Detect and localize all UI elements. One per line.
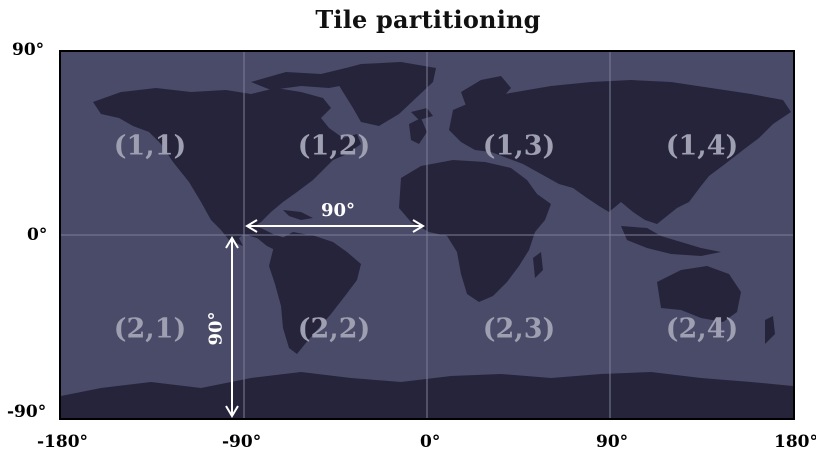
tile-label-2-3: (2,3) <box>482 313 556 345</box>
vertical-arrowhead-bottom <box>225 405 239 418</box>
tile-label-1-4: (1,4) <box>665 130 739 162</box>
y-tick-minus-90: -90° <box>7 402 47 422</box>
africa <box>399 160 551 302</box>
tile-grid <box>61 52 793 418</box>
y-tick-90: 90° <box>12 40 45 60</box>
tile-label-2-1: (2,1) <box>113 313 187 345</box>
japan <box>699 136 717 168</box>
x-tick-180: 180° <box>774 432 816 452</box>
span-arrows <box>225 219 425 418</box>
tile-label-1-3: (1,3) <box>482 130 556 162</box>
madagascar <box>533 252 543 278</box>
x-tick-90: 90° <box>596 432 629 452</box>
tile-label-2-4: (2,4) <box>665 313 739 345</box>
eurasia <box>449 80 791 224</box>
horizontal-arrowhead-right <box>412 219 425 233</box>
vertical-arrowhead-top <box>225 236 239 249</box>
british-isles <box>409 118 427 144</box>
tile-label-2-2: (2,2) <box>297 313 371 345</box>
south-america <box>269 232 361 354</box>
iceland <box>411 108 433 120</box>
horizontal-arrowhead-left <box>245 219 258 233</box>
horizontal-span-label: 90° <box>321 200 356 221</box>
vertical-span-label: 90° <box>205 311 227 346</box>
y-tick-0: 0° <box>27 225 48 245</box>
greenland <box>331 62 436 126</box>
caribbean-islands <box>283 210 313 220</box>
world-map <box>61 52 793 418</box>
tile-label-1-1: (1,1) <box>113 130 187 162</box>
australia <box>657 266 741 322</box>
new-zealand <box>765 316 775 344</box>
x-tick-minus-180: -180° <box>37 432 89 452</box>
maritime-southeast-asia <box>621 226 721 256</box>
north-america-landmass <box>93 88 361 246</box>
tile-label-1-2: (1,2) <box>297 130 371 162</box>
chart-title: Tile partitioning <box>315 5 541 34</box>
map-frame: (1,1) (1,2) (1,3) (1,4) (2,1) (2,2) (2,3… <box>59 50 795 420</box>
x-tick-minus-90: -90° <box>222 432 262 452</box>
scandinavia <box>461 76 511 116</box>
x-tick-0: 0° <box>420 432 441 452</box>
